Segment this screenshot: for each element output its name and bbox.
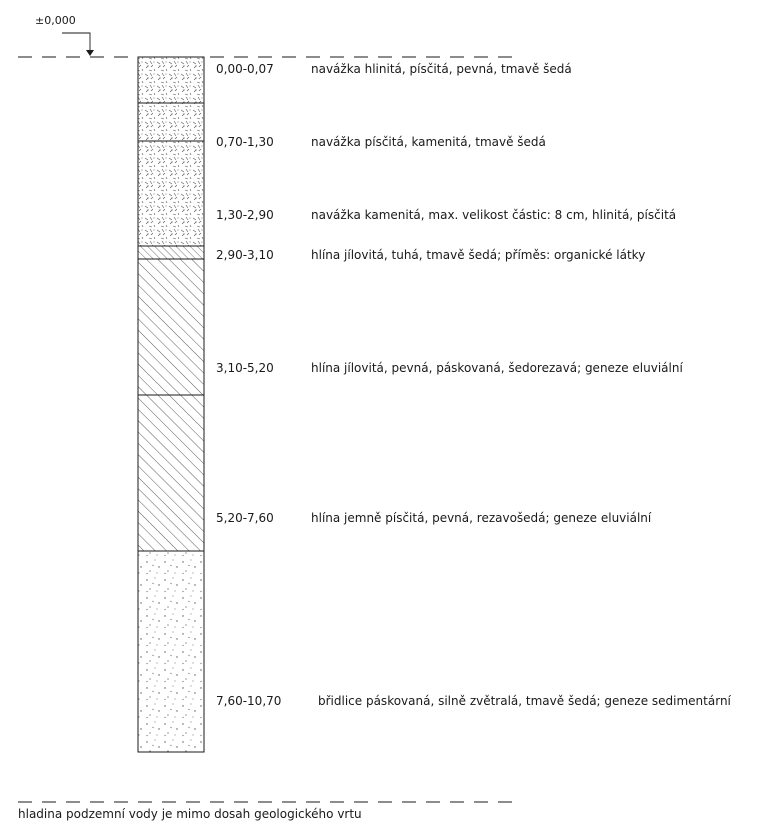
layer-segment [137,394,205,552]
layer-depth: 1,30-2,90 [216,208,274,222]
layer-description: hlína jílovitá, tuhá, tmavě šedá; příměs… [311,248,645,262]
layer-depth: 5,20-7,60 [216,511,274,525]
layer-segment [137,56,205,104]
layer-description: navážka hlinitá, písčitá, pevná, tmavě š… [311,62,572,76]
layer-description: břidlice páskovaná, silně zvětralá, tmav… [318,694,732,708]
datum-label: ±0,000 [35,14,76,27]
layer-labels: 0,00-0,07 navážka hlinitá, písčitá, pevn… [216,62,732,708]
layer-depth: 2,90-3,10 [216,248,274,262]
layer-segment [137,140,205,247]
groundwater-note: hladina podzemní vody je mimo dosah geol… [18,807,362,821]
layer-segment [137,258,205,396]
layer-description: navážka písčitá, kamenitá, tmavě šedá [311,135,546,149]
layer-description: navážka kamenitá, max. velikost částic: … [311,208,676,222]
datum-arrow-icon [86,50,94,56]
borehole-column [137,56,205,753]
layer-depth: 0,70-1,30 [216,135,274,149]
layer-depth: 3,10-5,20 [216,361,274,375]
layer-description: hlína jílovitá, pevná, páskovaná, šedore… [311,361,683,375]
layer-depth: 0,00-0,07 [216,62,274,76]
layer-depth: 7,60-10,70 [216,694,281,708]
layer-segment [137,245,205,260]
layer-description: hlína jemně písčitá, pevná, rezavošedá; … [311,511,652,525]
layer-segment [137,550,205,753]
datum-leader-line [62,32,91,50]
layer-segment [137,102,205,142]
